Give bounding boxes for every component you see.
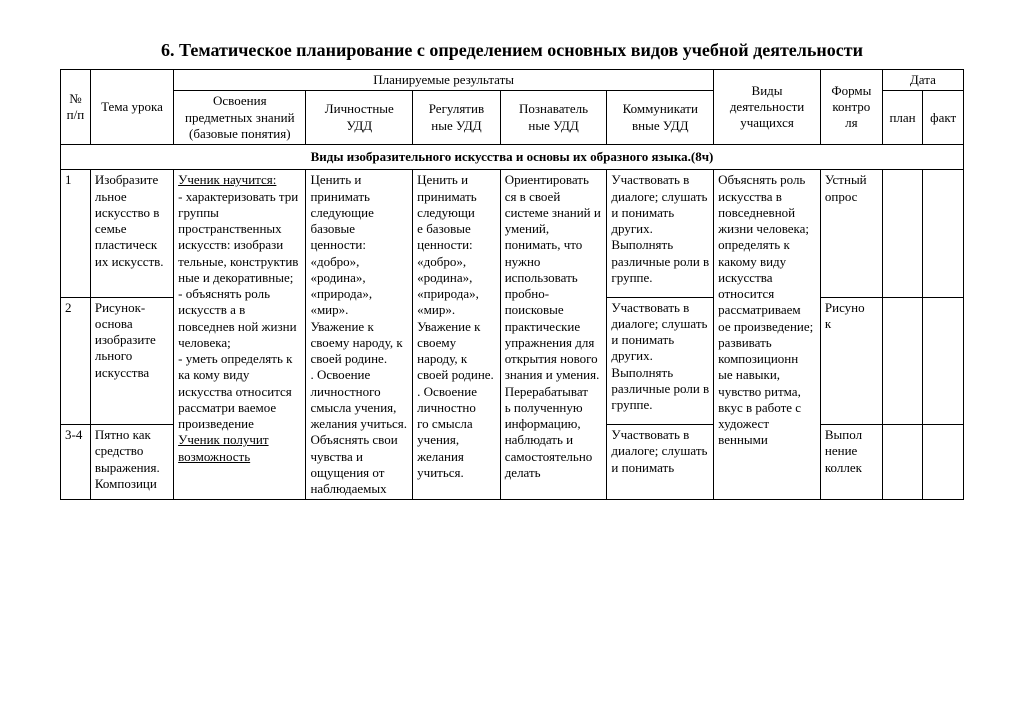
th-fakt: факт bbox=[923, 91, 964, 145]
th-kom: Коммуникати вные УДД bbox=[607, 91, 714, 145]
cell-lich: Ценить и принимать следующие базовые цен… bbox=[306, 170, 413, 500]
th-plan: план bbox=[882, 91, 923, 145]
cell-form: Выпол нение коллек bbox=[820, 425, 882, 500]
cell-plan bbox=[882, 297, 923, 424]
cell-num: 3-4 bbox=[61, 425, 91, 500]
cell-poz: Ориентировать ся в своей системе знаний … bbox=[500, 170, 607, 500]
osv-text: - объяснять роль искусств а в повседнев … bbox=[178, 286, 296, 350]
cell-tema: Изобразите льное искусство в семье пласт… bbox=[90, 170, 173, 297]
cell-fakt bbox=[923, 425, 964, 500]
cell-form: Устный опрос bbox=[820, 170, 882, 297]
th-vid: Виды деятельности учащихся bbox=[714, 70, 821, 145]
th-poz: Познаватель ные УДД bbox=[500, 91, 607, 145]
th-lich: Личностные УДД bbox=[306, 91, 413, 145]
th-reg: Регулятив ные УДД bbox=[413, 91, 501, 145]
cell-tema: Пятно как средство выражения. Композици bbox=[90, 425, 173, 500]
osv-text: - характеризовать три группы пространств… bbox=[178, 189, 298, 285]
th-num: № п/п bbox=[61, 70, 91, 145]
cell-plan bbox=[882, 170, 923, 297]
cell-kom: Участвовать в диалоге; слушать и понимат… bbox=[607, 297, 714, 424]
section-title: Виды изобразительного искусства и основы… bbox=[61, 145, 964, 170]
cell-fakt bbox=[923, 297, 964, 424]
cell-reg: Ценить и принимать следующи е базовые це… bbox=[413, 170, 501, 500]
cell-kom: Участвовать в диалоге; слушать и понимат… bbox=[607, 425, 714, 500]
cell-tema: Рисунок-основа изобразите льного искусст… bbox=[90, 297, 173, 424]
planning-table: № п/п Тема урока Планируемые результаты … bbox=[60, 69, 964, 500]
cell-fakt bbox=[923, 170, 964, 297]
cell-kom: Участвовать в диалоге; слушать и понимат… bbox=[607, 170, 714, 297]
osv-text: - уметь определять к ка кому виду искусс… bbox=[178, 351, 292, 431]
cell-plan bbox=[882, 425, 923, 500]
th-plan-results: Планируемые результаты bbox=[174, 70, 714, 91]
th-tema: Тема урока bbox=[90, 70, 173, 145]
th-form: Формы контро ля bbox=[820, 70, 882, 145]
osv-learn-label: Ученик научится: bbox=[178, 172, 276, 187]
cell-num: 2 bbox=[61, 297, 91, 424]
th-osv: Освоения предметных знаний (базовые поня… bbox=[174, 91, 306, 145]
th-date: Дата bbox=[882, 70, 963, 91]
cell-vid: Объяснять роль искусства в повседневной … bbox=[714, 170, 821, 500]
page-title: 6. Тематическое планирование с определен… bbox=[60, 40, 964, 61]
cell-form: Рисуно к bbox=[820, 297, 882, 424]
osv-will-label: Ученик получит возможность bbox=[178, 432, 268, 463]
cell-num: 1 bbox=[61, 170, 91, 297]
section-row: Виды изобразительного искусства и основы… bbox=[61, 145, 964, 170]
cell-osv: Ученик научится: - характеризовать три г… bbox=[174, 170, 306, 500]
table-row: 1 Изобразите льное искусство в семье пла… bbox=[61, 170, 964, 297]
